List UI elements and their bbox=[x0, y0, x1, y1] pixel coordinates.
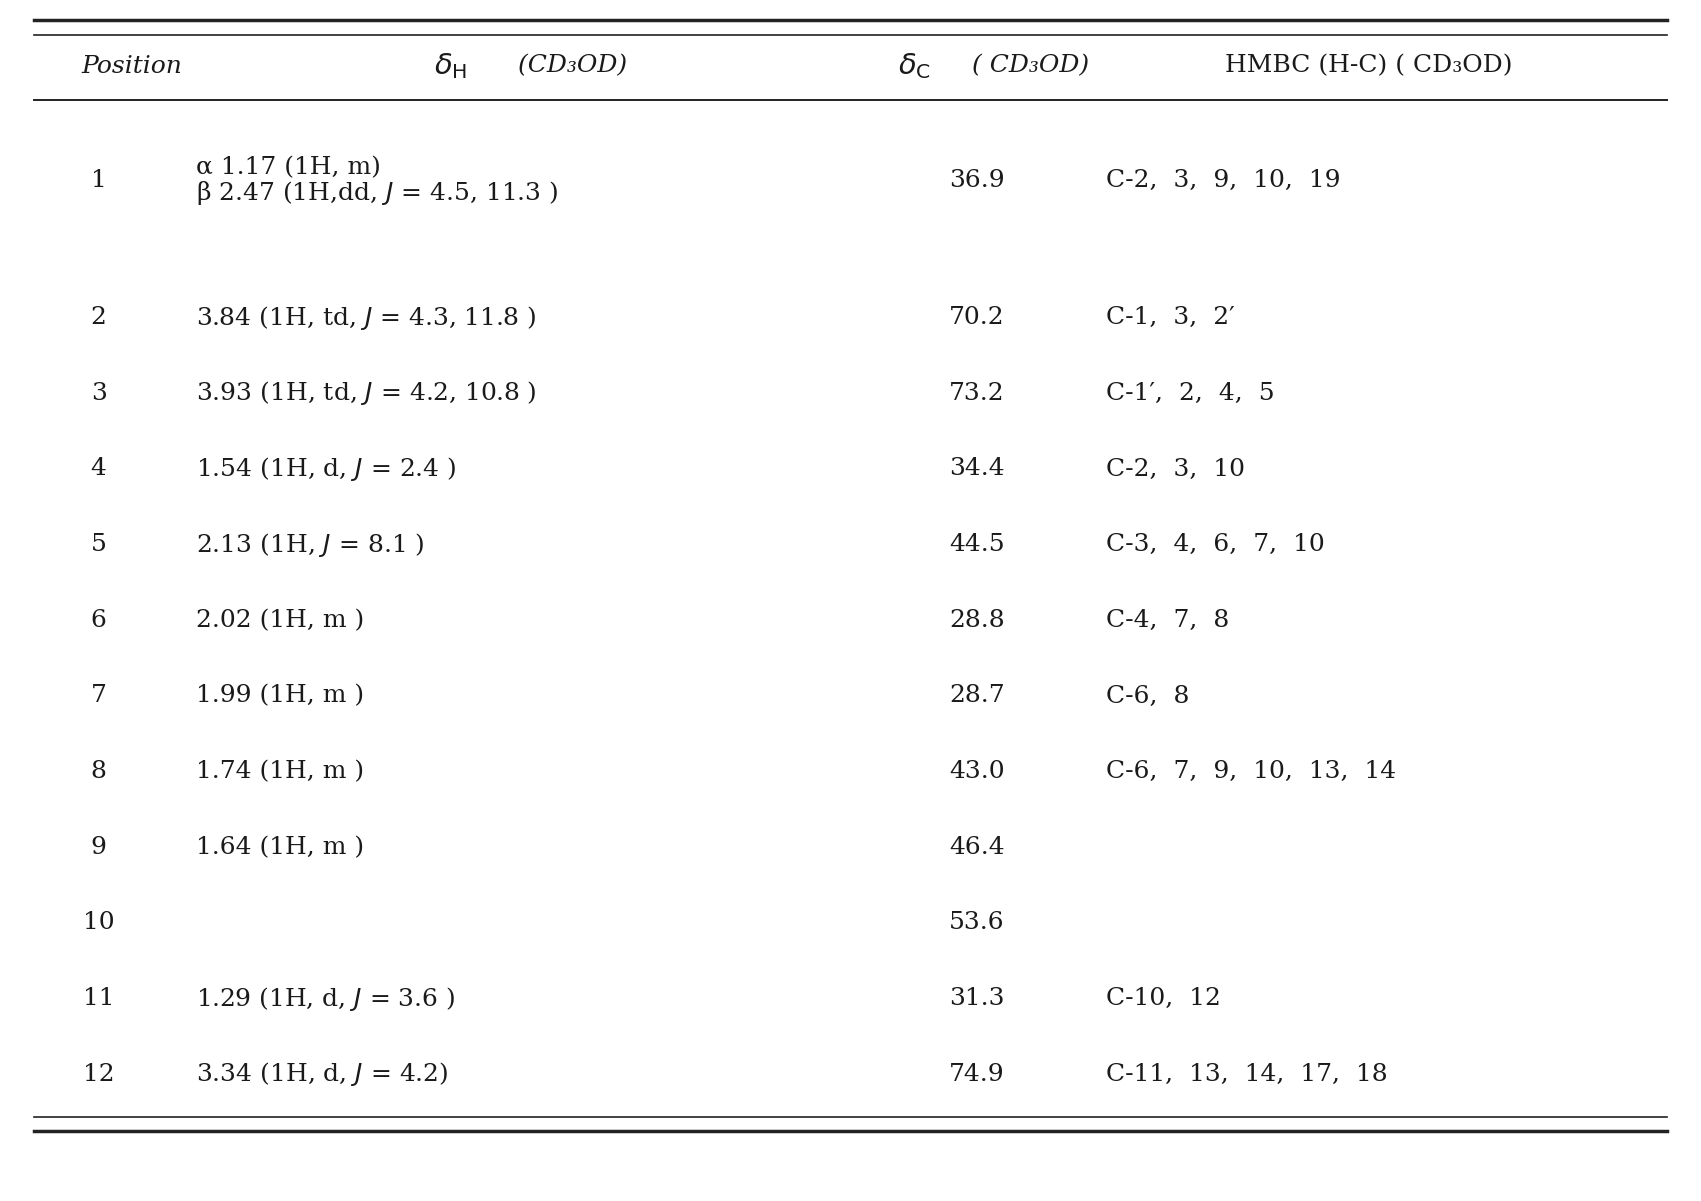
Text: HMBC (H-C) ( CD₃OD): HMBC (H-C) ( CD₃OD) bbox=[1225, 54, 1512, 78]
Text: 28.8: 28.8 bbox=[949, 609, 1005, 632]
Text: C-3,  4,  6,  7,  10: C-3, 4, 6, 7, 10 bbox=[1106, 533, 1325, 556]
Text: 3.84 (1H, td, $J$ = 4.3, 11.8 ): 3.84 (1H, td, $J$ = 4.3, 11.8 ) bbox=[196, 304, 536, 331]
Text: 1.99 (1H, m ): 1.99 (1H, m ) bbox=[196, 685, 364, 707]
Text: 1: 1 bbox=[90, 168, 107, 192]
Text: 10: 10 bbox=[83, 912, 114, 934]
Text: 28.7: 28.7 bbox=[949, 685, 1005, 707]
Text: 6: 6 bbox=[90, 609, 107, 632]
Text: β 2.47 (1H,dd, $J$ = 4.5, 11.3 ): β 2.47 (1H,dd, $J$ = 4.5, 11.3 ) bbox=[196, 179, 558, 207]
Text: 3: 3 bbox=[90, 382, 107, 405]
Text: C-2,  3,  10: C-2, 3, 10 bbox=[1106, 458, 1245, 480]
Text: 9: 9 bbox=[90, 836, 107, 859]
Text: 12: 12 bbox=[83, 1063, 114, 1086]
Text: 4: 4 bbox=[90, 458, 107, 480]
Text: 34.4: 34.4 bbox=[949, 458, 1005, 480]
Text: Position: Position bbox=[82, 54, 182, 78]
Text: α 1.17 (1H, m): α 1.17 (1H, m) bbox=[196, 156, 381, 179]
Text: C-10,  12: C-10, 12 bbox=[1106, 987, 1221, 1010]
Text: 2.13 (1H, $J$ = 8.1 ): 2.13 (1H, $J$ = 8.1 ) bbox=[196, 531, 424, 558]
Text: 43.0: 43.0 bbox=[949, 760, 1005, 783]
Text: C-4,  7,  8: C-4, 7, 8 bbox=[1106, 609, 1228, 632]
Text: 1.54 (1H, d, $J$ = 2.4 ): 1.54 (1H, d, $J$ = 2.4 ) bbox=[196, 455, 456, 483]
Text: C-1,  3,  2′: C-1, 3, 2′ bbox=[1106, 306, 1235, 329]
Text: 2.02 (1H, m ): 2.02 (1H, m ) bbox=[196, 609, 364, 632]
Text: 70.2: 70.2 bbox=[949, 306, 1005, 329]
Text: 2: 2 bbox=[90, 306, 107, 329]
Text: 8: 8 bbox=[90, 760, 107, 783]
Text: C-1′,  2,  4,  5: C-1′, 2, 4, 5 bbox=[1106, 382, 1274, 405]
Text: C-6,  8: C-6, 8 bbox=[1106, 685, 1189, 707]
Text: 3.34 (1H, d, $J$ = 4.2): 3.34 (1H, d, $J$ = 4.2) bbox=[196, 1060, 447, 1088]
Text: C-11,  13,  14,  17,  18: C-11, 13, 14, 17, 18 bbox=[1106, 1063, 1388, 1086]
Text: ( CD₃OD): ( CD₃OD) bbox=[956, 54, 1089, 78]
Text: 36.9: 36.9 bbox=[949, 168, 1005, 192]
Text: $\delta_{\mathrm{H}}$: $\delta_{\mathrm{H}}$ bbox=[434, 52, 468, 80]
Text: 11: 11 bbox=[83, 987, 114, 1010]
Text: 74.9: 74.9 bbox=[949, 1063, 1005, 1086]
Text: 73.2: 73.2 bbox=[949, 382, 1005, 405]
Text: 31.3: 31.3 bbox=[949, 987, 1005, 1010]
Text: (CD₃OD): (CD₃OD) bbox=[502, 54, 628, 78]
Text: 5: 5 bbox=[90, 533, 107, 556]
Text: 44.5: 44.5 bbox=[949, 533, 1005, 556]
Text: 1.64 (1H, m ): 1.64 (1H, m ) bbox=[196, 836, 364, 859]
Text: 7: 7 bbox=[90, 685, 107, 707]
Text: 1.29 (1H, d, $J$ = 3.6 ): 1.29 (1H, d, $J$ = 3.6 ) bbox=[196, 985, 456, 1012]
Text: 53.6: 53.6 bbox=[949, 912, 1005, 934]
Text: 46.4: 46.4 bbox=[949, 836, 1005, 859]
Text: C-2,  3,  9,  10,  19: C-2, 3, 9, 10, 19 bbox=[1106, 168, 1340, 192]
Text: $\delta_{\mathrm{C}}$: $\delta_{\mathrm{C}}$ bbox=[898, 52, 930, 80]
Text: 1.74 (1H, m ): 1.74 (1H, m ) bbox=[196, 760, 364, 783]
Text: C-6,  7,  9,  10,  13,  14: C-6, 7, 9, 10, 13, 14 bbox=[1106, 760, 1397, 783]
Text: 3.93 (1H, td, $J$ = 4.2, 10.8 ): 3.93 (1H, td, $J$ = 4.2, 10.8 ) bbox=[196, 380, 536, 407]
